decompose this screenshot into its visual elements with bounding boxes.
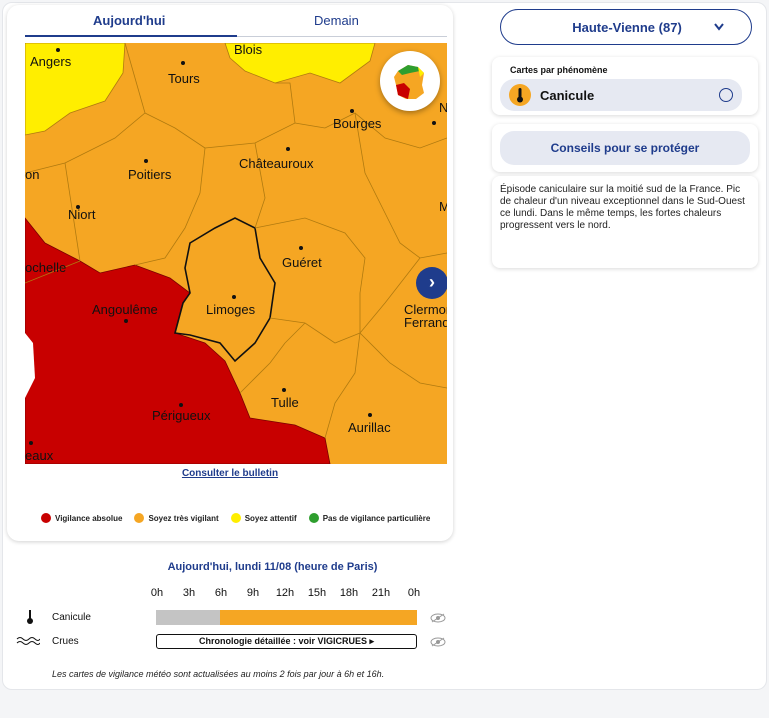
timeline-hour: 3h (182, 587, 196, 599)
city-dot-angouleme (124, 319, 128, 323)
eye-slash-icon[interactable] (430, 637, 446, 647)
city-aurillac: Aurillac (348, 420, 391, 435)
city-dot-poitiers (144, 159, 148, 163)
legend-item-red: Vigilance absolue (41, 513, 122, 523)
city-poitiers: Poitiers (128, 167, 172, 182)
thermometer-icon (27, 610, 33, 624)
city-chateauroux: Châteauroux (239, 156, 314, 171)
city-dot-bordeaux (29, 441, 33, 445)
phenomenon-label: Canicule (540, 88, 595, 103)
timeline-hour: 21h (371, 587, 391, 599)
city-tulle: Tulle (271, 395, 299, 410)
legend-label: Soyez attentif (244, 513, 297, 523)
city-niort: Niort (68, 207, 96, 222)
legend-dot-green (308, 513, 319, 523)
map-regions (25, 43, 447, 464)
map-card: Aujourd'hui Demain (7, 5, 453, 541)
timeline-hour: 0h (407, 587, 421, 599)
legend-label: Pas de vigilance particulière (322, 513, 431, 523)
tab-tomorrow[interactable]: Demain (314, 13, 359, 28)
chevron-down-icon (714, 23, 724, 31)
city-partial-on: on (25, 167, 40, 182)
france-minimap-icon (394, 65, 424, 99)
timeline-hour: 0h (150, 587, 164, 599)
city-dot-bourges (350, 109, 354, 113)
city-partial-bordeaux: eaux (25, 448, 54, 463)
vigicrues-link-label: Chronologie détaillée : voir VIGICRUES (198, 636, 367, 646)
timeline-hour: 18h (339, 587, 359, 599)
timeline-hour: 12h (275, 587, 295, 599)
legend-dot-orange (134, 513, 145, 523)
phenomenon-canicule[interactable]: Canicule (500, 79, 742, 111)
department-label: Haute-Vienne (87) (572, 20, 682, 35)
timeline-hour: 15h (307, 587, 327, 599)
legend-item-yellow: Soyez attentif (230, 513, 297, 523)
phenomena-card: Cartes par phénomène Canicule (492, 57, 758, 115)
city-dot-angers (56, 48, 60, 52)
france-minimap-button[interactable] (380, 51, 440, 111)
play-icon: ▸ (369, 636, 375, 646)
legend-dot-red (41, 513, 51, 523)
vigicrues-link[interactable]: Chronologie détaillée : voir VIGICRUES ▸ (156, 634, 417, 649)
city-dot-perigueux (179, 403, 183, 407)
canicule-bar-segment-orange (220, 610, 417, 625)
tab-active-indicator (25, 35, 237, 37)
bulletin-link[interactable]: Consulter le bulletin (181, 468, 279, 479)
city-dot-limoges (232, 295, 236, 299)
city-tours: Tours (168, 71, 200, 86)
timeline-row-label: Crues (52, 636, 79, 647)
timeline-row-label: Canicule (52, 612, 91, 623)
department-select[interactable]: Haute-Vienne (87) (500, 9, 752, 45)
map-legend: Vigilance absolue Soyez très vigilant So… (41, 513, 430, 523)
legend-label: Vigilance absolue (55, 513, 123, 523)
city-dot-tours (181, 61, 185, 65)
city-n: N (439, 100, 447, 115)
next-map-button[interactable]: › (416, 267, 447, 299)
timeline-title: Aujourd'hui, lundi 11/08 (heure de Paris… (167, 561, 378, 573)
timeline-hour: 6h (214, 587, 228, 599)
city-dot-aurillac (368, 413, 372, 417)
legend-label: Soyez très vigilant (148, 513, 219, 523)
advice-button[interactable]: Conseils pour se protéger (500, 131, 750, 165)
canicule-bar-segment-grey (156, 610, 220, 625)
city-ferrand: Ferrand (404, 315, 447, 330)
city-dot-gueret (299, 246, 303, 250)
city-m: M (439, 199, 447, 214)
day-tabs: Aujourd'hui Demain (7, 5, 453, 37)
description-card: Épisode caniculaire sur la moitié sud de… (492, 176, 758, 268)
phenomenon-radio[interactable] (719, 88, 733, 102)
city-blois: Blois (234, 43, 263, 57)
city-dot-n (432, 121, 436, 125)
city-angouleme: Angoulême (92, 302, 158, 317)
waves-icon (16, 637, 40, 645)
city-dot-tulle (282, 388, 286, 392)
tab-divider (237, 36, 447, 37)
city-partial-rochelle: ochelle (25, 260, 67, 275)
city-dot-niort (76, 205, 80, 209)
legend-item-green: Pas de vigilance particulière (308, 513, 431, 523)
city-limoges: Limoges (206, 302, 256, 317)
legend-dot-yellow (230, 513, 241, 523)
phenomena-title: Cartes par phénomène (510, 65, 608, 75)
advice-card: Conseils pour se protéger (492, 124, 758, 172)
city-clermont: Clermont- (404, 302, 447, 317)
timeline-hour: 9h (246, 587, 260, 599)
city-perigueux: Périgueux (152, 408, 211, 423)
city-angers: Angers (30, 54, 72, 69)
city-gueret: Guéret (282, 255, 322, 270)
tab-today[interactable]: Aujourd'hui (93, 13, 166, 28)
city-dot-chateauroux (286, 147, 290, 151)
update-footnote: Les cartes de vigilance météo sont actua… (52, 669, 385, 679)
vigilance-map[interactable]: Angers Blois Tours Bourges N Poitiers Ch… (25, 43, 447, 464)
thermometer-icon (509, 84, 531, 106)
eye-slash-icon[interactable] (430, 613, 446, 623)
description-text: Épisode caniculaire sur la moitié sud de… (500, 184, 745, 231)
legend-item-orange: Soyez très vigilant (134, 513, 219, 523)
city-bourges: Bourges (333, 116, 382, 131)
